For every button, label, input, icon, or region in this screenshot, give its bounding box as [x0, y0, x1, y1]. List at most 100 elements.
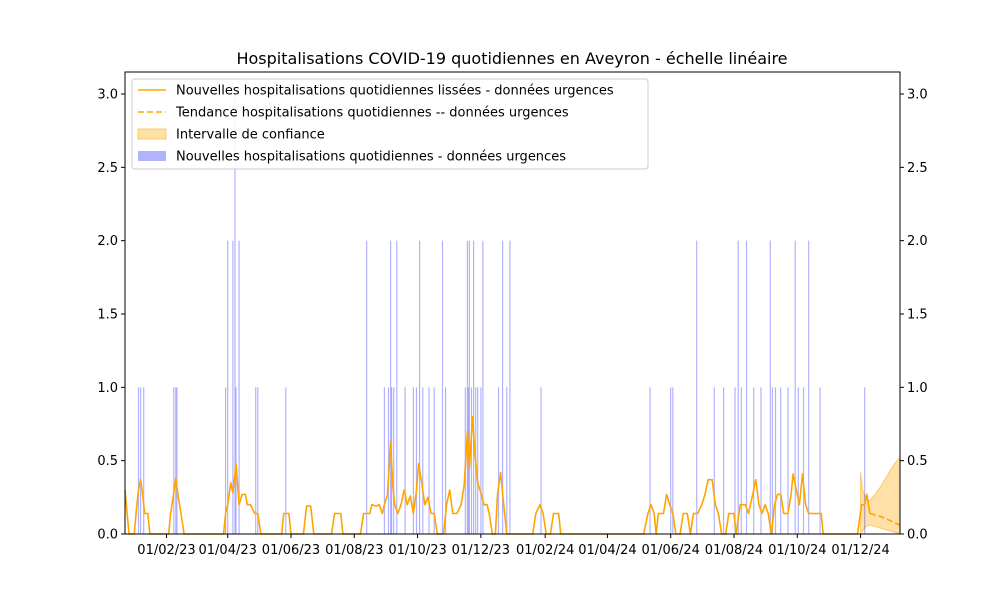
x-tick-label: 01/06/24 — [642, 543, 700, 558]
y-tick-label-right: 3.0 — [907, 88, 928, 103]
y-tick-label-left: 2.5 — [97, 161, 118, 176]
daily-hospitalisation-bar — [390, 240, 392, 534]
daily-hospitalisation-bar — [470, 387, 473, 534]
daily-hospitalisation-bar — [864, 387, 866, 534]
daily-hospitalisation-bar — [540, 387, 542, 534]
x-tick-label: 01/12/23 — [452, 543, 510, 558]
daily-hospitalisation-bar — [696, 240, 698, 534]
daily-hospitalisation-bar — [670, 387, 672, 534]
plot-frame — [124, 71, 901, 535]
daily-hospitalisation-bar — [433, 387, 435, 534]
daily-hospitalisation-bar — [419, 240, 421, 534]
y-tick-label-left: 0.5 — [97, 454, 118, 469]
y-tick-label-right: 1.0 — [907, 381, 928, 396]
daily-hospitalisation-bar — [787, 387, 789, 534]
legend: Nouvelles hospitalisations quotidiennes … — [131, 78, 649, 170]
legend-label: Nouvelles hospitalisations quotidiennes … — [176, 150, 566, 165]
daily-hospitalisation-bar — [802, 387, 805, 534]
daily-hospitalisation-bar — [140, 387, 142, 534]
daily-hospitalisation-bar — [480, 387, 482, 534]
daily-hospitalisation-bar — [734, 387, 736, 534]
x-tick-label: 01/06/23 — [262, 543, 320, 558]
daily-hospitalisation-bar — [737, 240, 739, 534]
trend-line — [869, 512, 901, 526]
daily-hospitalisation-bar — [808, 240, 810, 534]
daily-hospitalisation-bar — [445, 387, 447, 534]
daily-hospitalisation-bar — [257, 387, 259, 534]
x-tick-label: 01/02/23 — [137, 543, 195, 558]
daily-hospitalisation-bar — [723, 387, 725, 534]
x-tick-label: 01/08/23 — [325, 543, 383, 558]
daily-hospitalisation-bar — [745, 240, 748, 534]
daily-hospitalisation-bar — [285, 387, 287, 534]
x-tick-label: 01/04/24 — [578, 543, 636, 558]
daily-hospitalisation-bar — [468, 240, 470, 534]
line-series-layer — [124, 415, 901, 535]
daily-hospitalisation-bar — [387, 387, 390, 534]
daily-hospitalisation-bar — [232, 240, 234, 534]
daily-hospitalisation-bar — [412, 387, 414, 534]
daily-hospitalisation-bar — [396, 240, 398, 534]
y-tick-label-right: 2.0 — [907, 234, 928, 249]
daily-hospitalisation-bar — [422, 387, 424, 534]
x-tick-label: 01/04/23 — [199, 543, 257, 558]
x-tick-label: 01/10/24 — [768, 543, 826, 558]
daily-hospitalisation-bar — [819, 387, 821, 534]
x-tick-label: 01/10/23 — [388, 543, 446, 558]
daily-hospitalisation-bar — [506, 387, 508, 534]
daily-hospitalisation-bar — [780, 387, 782, 534]
daily-hospitalisation-bar — [366, 240, 368, 534]
y-tick-label-left: 2.0 — [97, 234, 118, 249]
axes: 0.0 0.0 0.5 0.5 1.0 1.0 1.5 1.5 2.0 2.0 2.5 2.5 3.0 3… — [97, 71, 928, 558]
daily-hospitalisation-bar — [441, 240, 444, 534]
x-tick-label: 01/02/24 — [516, 543, 574, 558]
daily-hospitalisation-bar — [176, 387, 178, 534]
daily-hospitalisation-bar — [143, 387, 145, 534]
daily-hospitalisation-bar — [672, 387, 674, 534]
daily-hospitalisation-bar — [415, 387, 418, 534]
y-tick-label-left: 0.0 — [97, 528, 118, 543]
smoothed-line — [124, 415, 871, 535]
daily-hospitalisation-bar — [760, 387, 762, 534]
daily-hospitalisation-bar — [497, 387, 500, 534]
y-tick-label-left: 1.0 — [97, 381, 118, 396]
daily-hospitalisation-bar — [477, 387, 479, 534]
y-tick-label-right: 0.5 — [907, 454, 928, 469]
y-tick-label-left: 3.0 — [97, 88, 118, 103]
legend-area-swatch — [137, 128, 167, 140]
daily-hospitalisation-bar — [235, 387, 237, 534]
daily-hospitalisation-bar — [404, 387, 406, 534]
daily-hospitalisation-bar — [238, 240, 240, 534]
x-tick-label: 01/08/24 — [705, 543, 763, 558]
y-tick-label-left: 1.5 — [97, 308, 118, 323]
x-tick-label: 01/12/24 — [831, 543, 889, 558]
daily-hospitalisation-bar — [227, 240, 229, 534]
daily-hospitalisation-bar — [225, 387, 227, 534]
daily-hospitalisation-bar — [794, 240, 796, 534]
daily-hospitalisation-bar — [175, 387, 177, 534]
daily-hospitalisation-bar — [769, 240, 771, 534]
daily-hospitalisation-bar — [255, 387, 257, 534]
daily-hospitalisation-bar — [774, 387, 777, 534]
legend-label: Tendance hospitalisations quotidiennes -… — [175, 106, 569, 121]
daily-hospitalisation-bar — [428, 387, 430, 534]
legend-bar-swatch — [138, 151, 166, 161]
daily-hospitalisation-bar — [509, 240, 511, 534]
legend-box — [131, 78, 649, 170]
daily-hospitalisation-bar — [137, 387, 140, 534]
daily-hospitalisation-bar — [383, 387, 385, 534]
chart-title: Hospitalisations COVID-19 quotidiennes e… — [236, 49, 787, 68]
daily-hospitalisation-bar — [713, 387, 715, 534]
daily-hospitalisation-bar — [466, 240, 468, 534]
y-tick-label-right: 0.0 — [907, 528, 928, 543]
daily-hospitalisation-bar — [173, 387, 175, 534]
legend-label: Intervalle de confiance — [176, 128, 325, 143]
daily-hospitalisation-bar — [740, 387, 742, 534]
y-tick-label-right: 1.5 — [907, 308, 928, 323]
daily-hospitalisation-bar — [771, 387, 773, 534]
daily-hospitalisation-bar — [753, 387, 755, 534]
daily-hospitalisation-bar — [473, 240, 475, 534]
daily-hospitalisation-bar — [234, 94, 236, 534]
